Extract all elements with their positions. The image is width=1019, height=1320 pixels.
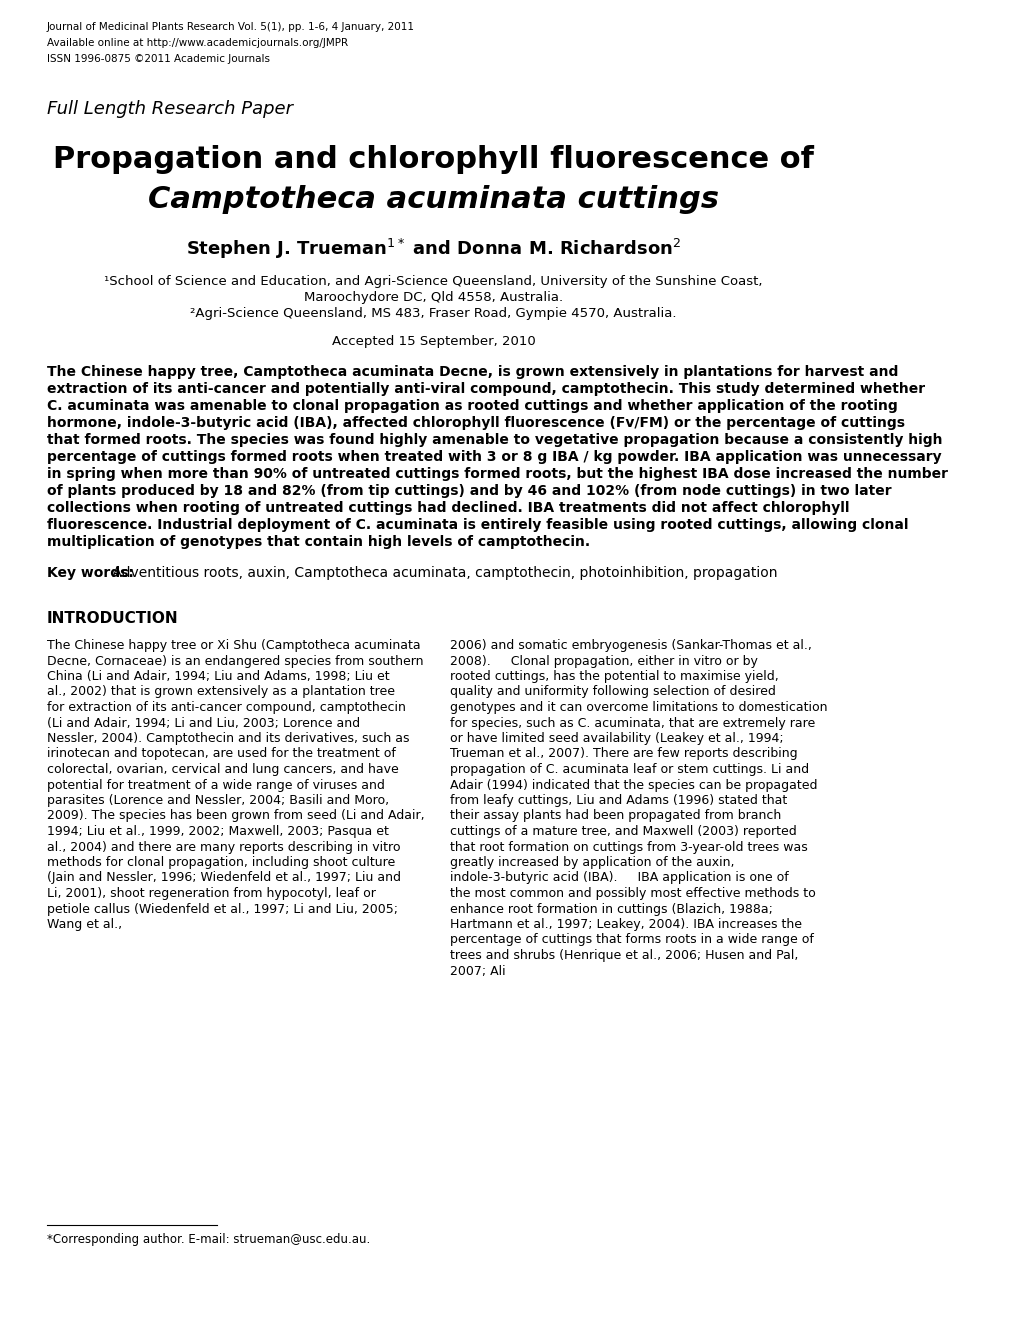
Text: or have limited seed availability (Leakey et al., 1994;: or have limited seed availability (Leake… <box>450 733 784 744</box>
Text: parasites (Lorence and Nessler, 2004; Basili and Moro,: parasites (Lorence and Nessler, 2004; Ba… <box>47 795 388 807</box>
Text: al., 2002) that is grown extensively as a plantation tree: al., 2002) that is grown extensively as … <box>47 685 394 698</box>
Text: hormone, indole-3-butyric acid (IBA), affected chlorophyll fluorescence (Fv/FM) : hormone, indole-3-butyric acid (IBA), af… <box>47 416 904 430</box>
Text: Stephen J. Trueman$^{1*}$ and Donna M. Richardson$^{2}$: Stephen J. Trueman$^{1*}$ and Donna M. R… <box>185 238 681 261</box>
Text: Propagation and chlorophyll fluorescence of: Propagation and chlorophyll fluorescence… <box>53 145 813 174</box>
Text: The Chinese happy tree, Camptotheca acuminata Decne, is grown extensively in pla: The Chinese happy tree, Camptotheca acum… <box>47 366 898 379</box>
Text: Available online at http://www.academicjournals.org/JMPR: Available online at http://www.academicj… <box>47 38 347 48</box>
Text: multiplication of genotypes that contain high levels of camptothecin.: multiplication of genotypes that contain… <box>47 535 589 549</box>
Text: methods for clonal propagation, including shoot culture: methods for clonal propagation, includin… <box>47 855 394 869</box>
Text: ¹School of Science and Education, and Agri-Science Queensland, University of the: ¹School of Science and Education, and Ag… <box>104 275 762 288</box>
Text: potential for treatment of a wide range of viruses and: potential for treatment of a wide range … <box>47 779 384 792</box>
Text: Adair (1994) indicated that the species can be propagated: Adair (1994) indicated that the species … <box>450 779 817 792</box>
Text: in spring when more than 90% of untreated cuttings formed roots, but the highest: in spring when more than 90% of untreate… <box>47 467 947 480</box>
Text: 2006) and somatic embryogenesis (Sankar-Thomas et al.,: 2006) and somatic embryogenesis (Sankar-… <box>450 639 811 652</box>
Text: propagation of C. acuminata leaf or stem cuttings. Li and: propagation of C. acuminata leaf or stem… <box>450 763 809 776</box>
Text: Li, 2001), shoot regeneration from hypocotyl, leaf or: Li, 2001), shoot regeneration from hypoc… <box>47 887 375 900</box>
Text: (Li and Adair, 1994; Li and Liu, 2003; Lorence and: (Li and Adair, 1994; Li and Liu, 2003; L… <box>47 717 360 730</box>
Text: colorectal, ovarian, cervical and lung cancers, and have: colorectal, ovarian, cervical and lung c… <box>47 763 398 776</box>
Text: Hartmann et al., 1997; Leakey, 2004). IBA increases the: Hartmann et al., 1997; Leakey, 2004). IB… <box>450 917 802 931</box>
Text: Key words:: Key words: <box>47 566 133 579</box>
Text: rooted cuttings, has the potential to maximise yield,: rooted cuttings, has the potential to ma… <box>450 671 779 682</box>
Text: that root formation on cuttings from 3-year-old trees was: that root formation on cuttings from 3-y… <box>450 841 807 854</box>
Text: Full Length Research Paper: Full Length Research Paper <box>47 100 292 117</box>
Text: percentage of cuttings formed roots when treated with 3 or 8 g IBA / kg powder. : percentage of cuttings formed roots when… <box>47 450 941 465</box>
Text: extraction of its anti-cancer and potentially anti-viral compound, camptothecin.: extraction of its anti-cancer and potent… <box>47 381 924 396</box>
Text: C. acuminata was amenable to clonal propagation as rooted cuttings and whether a: C. acuminata was amenable to clonal prop… <box>47 399 897 413</box>
Text: percentage of cuttings that forms roots in a wide range of: percentage of cuttings that forms roots … <box>450 933 813 946</box>
Text: ISSN 1996-0875 ©2011 Academic Journals: ISSN 1996-0875 ©2011 Academic Journals <box>47 54 269 63</box>
Text: Trueman et al., 2007). There are few reports describing: Trueman et al., 2007). There are few rep… <box>450 747 797 760</box>
Text: Accepted 15 September, 2010: Accepted 15 September, 2010 <box>331 335 535 348</box>
Text: greatly increased by application of the auxin,: greatly increased by application of the … <box>450 855 735 869</box>
Text: fluorescence. Industrial deployment of C. acuminata is entirely feasible using r: fluorescence. Industrial deployment of C… <box>47 517 907 532</box>
Text: Nessler, 2004). Camptothecin and its derivatives, such as: Nessler, 2004). Camptothecin and its der… <box>47 733 409 744</box>
Text: enhance root formation in cuttings (Blazich, 1988a;: enhance root formation in cuttings (Blaz… <box>450 903 772 916</box>
Text: 2007; Ali: 2007; Ali <box>450 965 505 978</box>
Text: their assay plants had been propagated from branch: their assay plants had been propagated f… <box>450 809 781 822</box>
Text: collections when rooting of untreated cuttings had declined. IBA treatments did : collections when rooting of untreated cu… <box>47 502 849 515</box>
Text: indole-3-butyric acid (IBA).     IBA application is one of: indole-3-butyric acid (IBA). IBA applica… <box>450 871 789 884</box>
Text: China (Li and Adair, 1994; Liu and Adams, 1998; Liu et: China (Li and Adair, 1994; Liu and Adams… <box>47 671 389 682</box>
Text: quality and uniformity following selection of desired: quality and uniformity following selecti… <box>450 685 775 698</box>
Text: for species, such as C. acuminata, that are extremely rare: for species, such as C. acuminata, that … <box>450 717 815 730</box>
Text: genotypes and it can overcome limitations to domestication: genotypes and it can overcome limitation… <box>450 701 827 714</box>
Text: cuttings of a mature tree, and Maxwell (2003) reported: cuttings of a mature tree, and Maxwell (… <box>450 825 797 838</box>
Text: Decne, Cornaceae) is an endangered species from southern: Decne, Cornaceae) is an endangered speci… <box>47 655 423 668</box>
Text: Adventitious roots, auxin, Camptotheca acuminata, camptothecin, photoinhibition,: Adventitious roots, auxin, Camptotheca a… <box>108 566 776 579</box>
Text: Wang et al.,: Wang et al., <box>47 917 121 931</box>
Text: Maroochydore DC, Qld 4558, Australia.: Maroochydore DC, Qld 4558, Australia. <box>304 290 562 304</box>
Text: of plants produced by 18 and 82% (from tip cuttings) and by 46 and 102% (from no: of plants produced by 18 and 82% (from t… <box>47 484 891 498</box>
Text: the most common and possibly most effective methods to: the most common and possibly most effect… <box>450 887 815 900</box>
Text: INTRODUCTION: INTRODUCTION <box>47 611 178 626</box>
Text: 2008).     Clonal propagation, either in vitro or by: 2008). Clonal propagation, either in vit… <box>450 655 757 668</box>
Text: 1994; Liu et al., 1999, 2002; Maxwell, 2003; Pasqua et: 1994; Liu et al., 1999, 2002; Maxwell, 2… <box>47 825 388 838</box>
Text: ²Agri-Science Queensland, MS 483, Fraser Road, Gympie 4570, Australia.: ²Agri-Science Queensland, MS 483, Fraser… <box>190 308 676 319</box>
Text: Journal of Medicinal Plants Research Vol. 5(1), pp. 1-6, 4 January, 2011: Journal of Medicinal Plants Research Vol… <box>47 22 415 32</box>
Text: 2009). The species has been grown from seed (Li and Adair,: 2009). The species has been grown from s… <box>47 809 424 822</box>
Text: petiole callus (Wiedenfeld et al., 1997; Li and Liu, 2005;: petiole callus (Wiedenfeld et al., 1997;… <box>47 903 397 916</box>
Text: *Corresponding author. E-mail: strueman@usc.edu.au.: *Corresponding author. E-mail: strueman@… <box>47 1233 370 1246</box>
Text: that formed roots. The species was found highly amenable to vegetative propagati: that formed roots. The species was found… <box>47 433 942 447</box>
Text: Camptotheca acuminata cuttings: Camptotheca acuminata cuttings <box>148 185 718 214</box>
Text: al., 2004) and there are many reports describing in vitro: al., 2004) and there are many reports de… <box>47 841 399 854</box>
Text: for extraction of its anti-cancer compound, camptothecin: for extraction of its anti-cancer compou… <box>47 701 406 714</box>
Text: The Chinese happy tree or Xi Shu (Camptotheca acuminata: The Chinese happy tree or Xi Shu (Campto… <box>47 639 420 652</box>
Text: from leafy cuttings, Liu and Adams (1996) stated that: from leafy cuttings, Liu and Adams (1996… <box>450 795 787 807</box>
Text: trees and shrubs (Henrique et al., 2006; Husen and Pal,: trees and shrubs (Henrique et al., 2006;… <box>450 949 798 962</box>
Text: (Jain and Nessler, 1996; Wiedenfeld et al., 1997; Liu and: (Jain and Nessler, 1996; Wiedenfeld et a… <box>47 871 400 884</box>
Text: irinotecan and topotecan, are used for the treatment of: irinotecan and topotecan, are used for t… <box>47 747 395 760</box>
